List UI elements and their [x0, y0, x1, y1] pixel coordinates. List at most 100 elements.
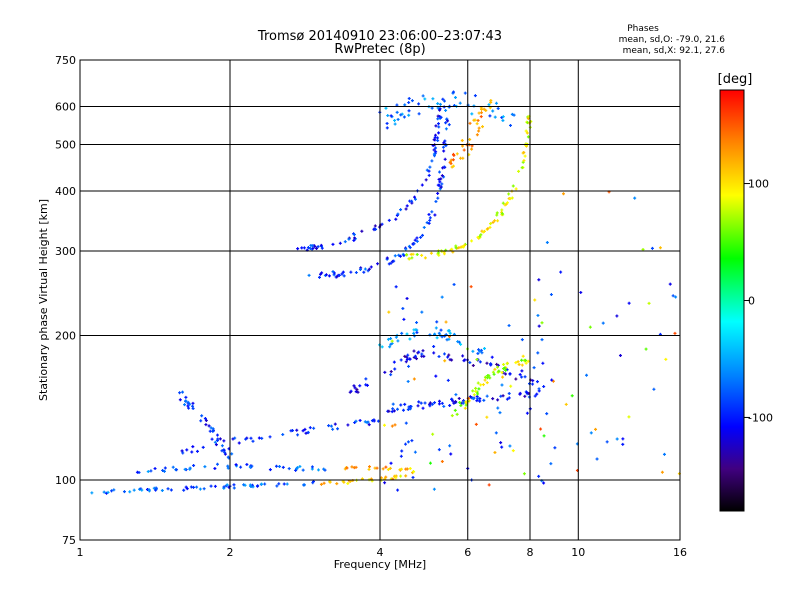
data-point	[494, 431, 498, 435]
data-point	[188, 467, 192, 471]
data-point	[477, 111, 481, 115]
data-point	[435, 336, 439, 340]
data-point	[518, 392, 522, 396]
data-point	[405, 204, 409, 208]
data-point	[478, 349, 482, 353]
data-point	[249, 436, 253, 440]
data-point	[430, 210, 434, 214]
data-point	[213, 440, 217, 444]
data-point	[437, 402, 441, 406]
data-point	[335, 482, 339, 486]
data-point	[397, 253, 401, 257]
data-point	[457, 246, 461, 250]
data-point	[457, 396, 461, 400]
data-point	[485, 394, 489, 398]
data-point	[306, 246, 310, 250]
data-point	[436, 117, 440, 121]
data-point	[337, 273, 341, 277]
data-point	[400, 449, 404, 453]
data-point	[153, 467, 157, 471]
data-point	[482, 107, 486, 111]
data-point	[517, 363, 521, 367]
data-point	[440, 182, 444, 186]
data-point	[384, 475, 388, 479]
data-point	[225, 483, 229, 487]
data-point	[481, 383, 485, 387]
data-point	[621, 437, 625, 441]
data-point	[390, 410, 394, 414]
data-point	[149, 469, 153, 473]
data-point	[550, 378, 554, 382]
data-point	[511, 449, 515, 453]
data-point	[147, 489, 151, 493]
data-point	[412, 242, 416, 246]
data-point	[408, 246, 412, 250]
data-point	[231, 437, 235, 441]
data-point	[442, 149, 446, 153]
data-point	[393, 118, 397, 122]
data-point	[404, 442, 408, 446]
data-point	[420, 352, 424, 356]
data-point	[428, 461, 432, 465]
data-point	[463, 91, 467, 95]
data-point	[516, 360, 520, 364]
data-point	[399, 113, 403, 117]
data-point	[346, 423, 350, 427]
data-point	[354, 465, 358, 469]
data-point	[352, 238, 356, 242]
data-point	[295, 466, 299, 470]
data-point	[396, 339, 400, 343]
data-point	[128, 490, 132, 494]
data-point	[317, 275, 321, 279]
data-point	[561, 192, 565, 196]
data-point	[523, 154, 527, 158]
data-point	[432, 345, 436, 349]
data-point	[416, 404, 420, 408]
data-point	[527, 382, 531, 386]
data-point	[417, 350, 421, 354]
data-point	[539, 427, 543, 431]
data-point	[605, 440, 609, 444]
data-point	[356, 390, 360, 394]
data-point	[296, 247, 300, 251]
data-point	[310, 244, 314, 248]
data-point	[354, 419, 358, 423]
data-point	[490, 355, 494, 359]
data-point	[185, 487, 189, 491]
data-point	[482, 398, 486, 402]
data-point	[437, 399, 441, 403]
data-point	[436, 251, 440, 255]
data-point	[180, 449, 184, 453]
data-point	[423, 256, 427, 260]
data-point	[436, 139, 440, 143]
data-point	[396, 488, 400, 492]
data-point	[298, 464, 302, 468]
data-point	[400, 331, 404, 335]
data-point	[442, 165, 446, 169]
data-point	[302, 483, 306, 487]
data-point	[201, 445, 205, 449]
data-point	[470, 239, 474, 243]
data-point	[432, 351, 436, 355]
data-point	[242, 483, 246, 487]
data-point	[650, 246, 654, 250]
x-tick-label: 8	[527, 546, 534, 559]
data-point	[342, 274, 346, 278]
data-point	[421, 94, 425, 98]
phase-stats-o: mean, sd,O: -79.0, 21.6	[619, 35, 726, 45]
data-point	[385, 121, 389, 125]
data-point	[434, 124, 438, 128]
data-point	[437, 125, 441, 129]
data-point	[514, 187, 518, 191]
data-point	[471, 349, 475, 353]
data-point	[526, 359, 530, 363]
data-point	[381, 467, 385, 471]
data-point	[450, 247, 454, 251]
data-point	[438, 187, 442, 191]
data-point	[437, 331, 441, 335]
data-point	[448, 358, 452, 362]
data-point	[507, 192, 511, 196]
data-point	[393, 423, 397, 427]
data-point	[214, 443, 218, 447]
data-point	[408, 357, 412, 361]
